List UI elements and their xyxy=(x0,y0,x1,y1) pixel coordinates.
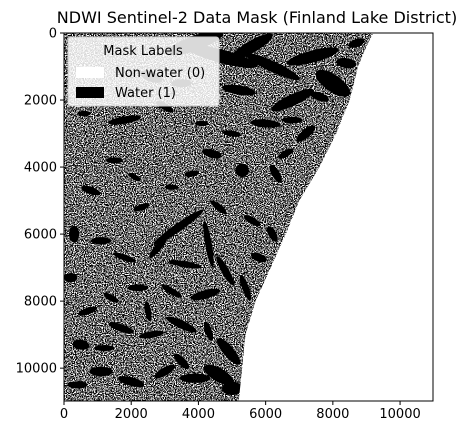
legend: Mask Labels Non-water (0) Water (1) xyxy=(67,36,220,107)
water-body xyxy=(195,120,209,127)
water-body xyxy=(203,364,234,386)
legend-label-water: Water (1) xyxy=(115,86,176,101)
water-body xyxy=(138,330,164,339)
water-body xyxy=(166,316,197,333)
water-body xyxy=(128,173,141,182)
water-body xyxy=(67,381,88,389)
water-body xyxy=(72,339,90,350)
water-body xyxy=(222,84,256,96)
water-body xyxy=(127,284,149,292)
water-body xyxy=(113,252,136,263)
y-tick-label: 10000 xyxy=(16,362,57,377)
x-tick-label: 6000 xyxy=(249,407,282,422)
water-body xyxy=(89,366,113,377)
y-tick-label: 0 xyxy=(49,27,57,42)
water-body xyxy=(77,110,91,117)
water-body xyxy=(184,170,200,178)
legend-frame xyxy=(67,36,220,107)
legend-swatch-water xyxy=(76,87,104,98)
water-bodies-layer xyxy=(64,33,365,395)
water-body xyxy=(118,376,145,388)
y-tick-label: 6000 xyxy=(24,228,57,243)
water-body xyxy=(154,364,176,379)
x-axis: 0 2000 4000 6000 8000 10000 xyxy=(60,401,421,422)
water-body xyxy=(250,252,267,263)
x-tick-label: 10000 xyxy=(379,407,420,422)
water-body xyxy=(179,373,211,383)
water-body xyxy=(210,200,227,215)
y-tick-label: 8000 xyxy=(24,295,57,310)
water-body xyxy=(282,116,303,124)
water-body xyxy=(221,381,243,395)
water-body xyxy=(153,209,204,246)
y-axis: 0 2000 4000 6000 8000 10000 xyxy=(16,27,64,377)
water-body xyxy=(164,184,179,190)
plot-title: NDWI Sentinel-2 Data Mask (Finland Lake … xyxy=(57,8,457,27)
water-body xyxy=(244,52,300,81)
plot-frame xyxy=(63,32,434,402)
water-body xyxy=(64,272,78,283)
water-body xyxy=(77,306,98,316)
water-body xyxy=(168,260,202,269)
water-body xyxy=(161,284,182,298)
water-body xyxy=(271,88,314,112)
water-body xyxy=(69,225,80,243)
water-body xyxy=(216,256,235,286)
water-body xyxy=(266,226,278,242)
water-body xyxy=(81,185,101,196)
water-body xyxy=(296,125,316,142)
water-body xyxy=(107,115,142,125)
water-body xyxy=(203,321,214,341)
water-body xyxy=(190,288,220,301)
water-body xyxy=(133,203,150,212)
legend-swatch-non-water xyxy=(76,67,104,78)
water-body xyxy=(103,292,119,303)
x-tick-label: 2000 xyxy=(115,407,148,422)
water-body xyxy=(315,69,351,97)
legend-title: Mask Labels xyxy=(103,44,183,59)
water-body xyxy=(202,148,222,159)
water-body xyxy=(149,236,168,259)
water-body xyxy=(286,47,339,66)
water-body xyxy=(309,91,329,102)
water-body xyxy=(94,345,115,352)
x-tick-label: 8000 xyxy=(316,407,349,422)
water-body xyxy=(223,130,241,137)
y-tick-label: 4000 xyxy=(24,161,57,176)
x-tick-label: 4000 xyxy=(182,407,215,422)
legend-label-non-water: Non-water (0) xyxy=(115,66,205,81)
water-body xyxy=(173,353,190,370)
no-data-region xyxy=(238,33,433,401)
water-body xyxy=(269,164,282,183)
water-body xyxy=(231,33,273,60)
water-body xyxy=(235,163,249,178)
water-body xyxy=(336,57,357,69)
water-body xyxy=(106,157,123,164)
water-body xyxy=(203,220,214,268)
water-body xyxy=(90,237,112,245)
water-body xyxy=(243,215,261,227)
water-body xyxy=(250,119,281,128)
water-body xyxy=(217,338,241,365)
water-body xyxy=(348,38,365,48)
water-body xyxy=(239,275,252,301)
y-tick-label: 2000 xyxy=(24,94,57,109)
water-body xyxy=(278,148,294,159)
water-body xyxy=(108,322,134,334)
x-tick-label: 0 xyxy=(60,407,68,422)
water-body xyxy=(144,301,152,322)
